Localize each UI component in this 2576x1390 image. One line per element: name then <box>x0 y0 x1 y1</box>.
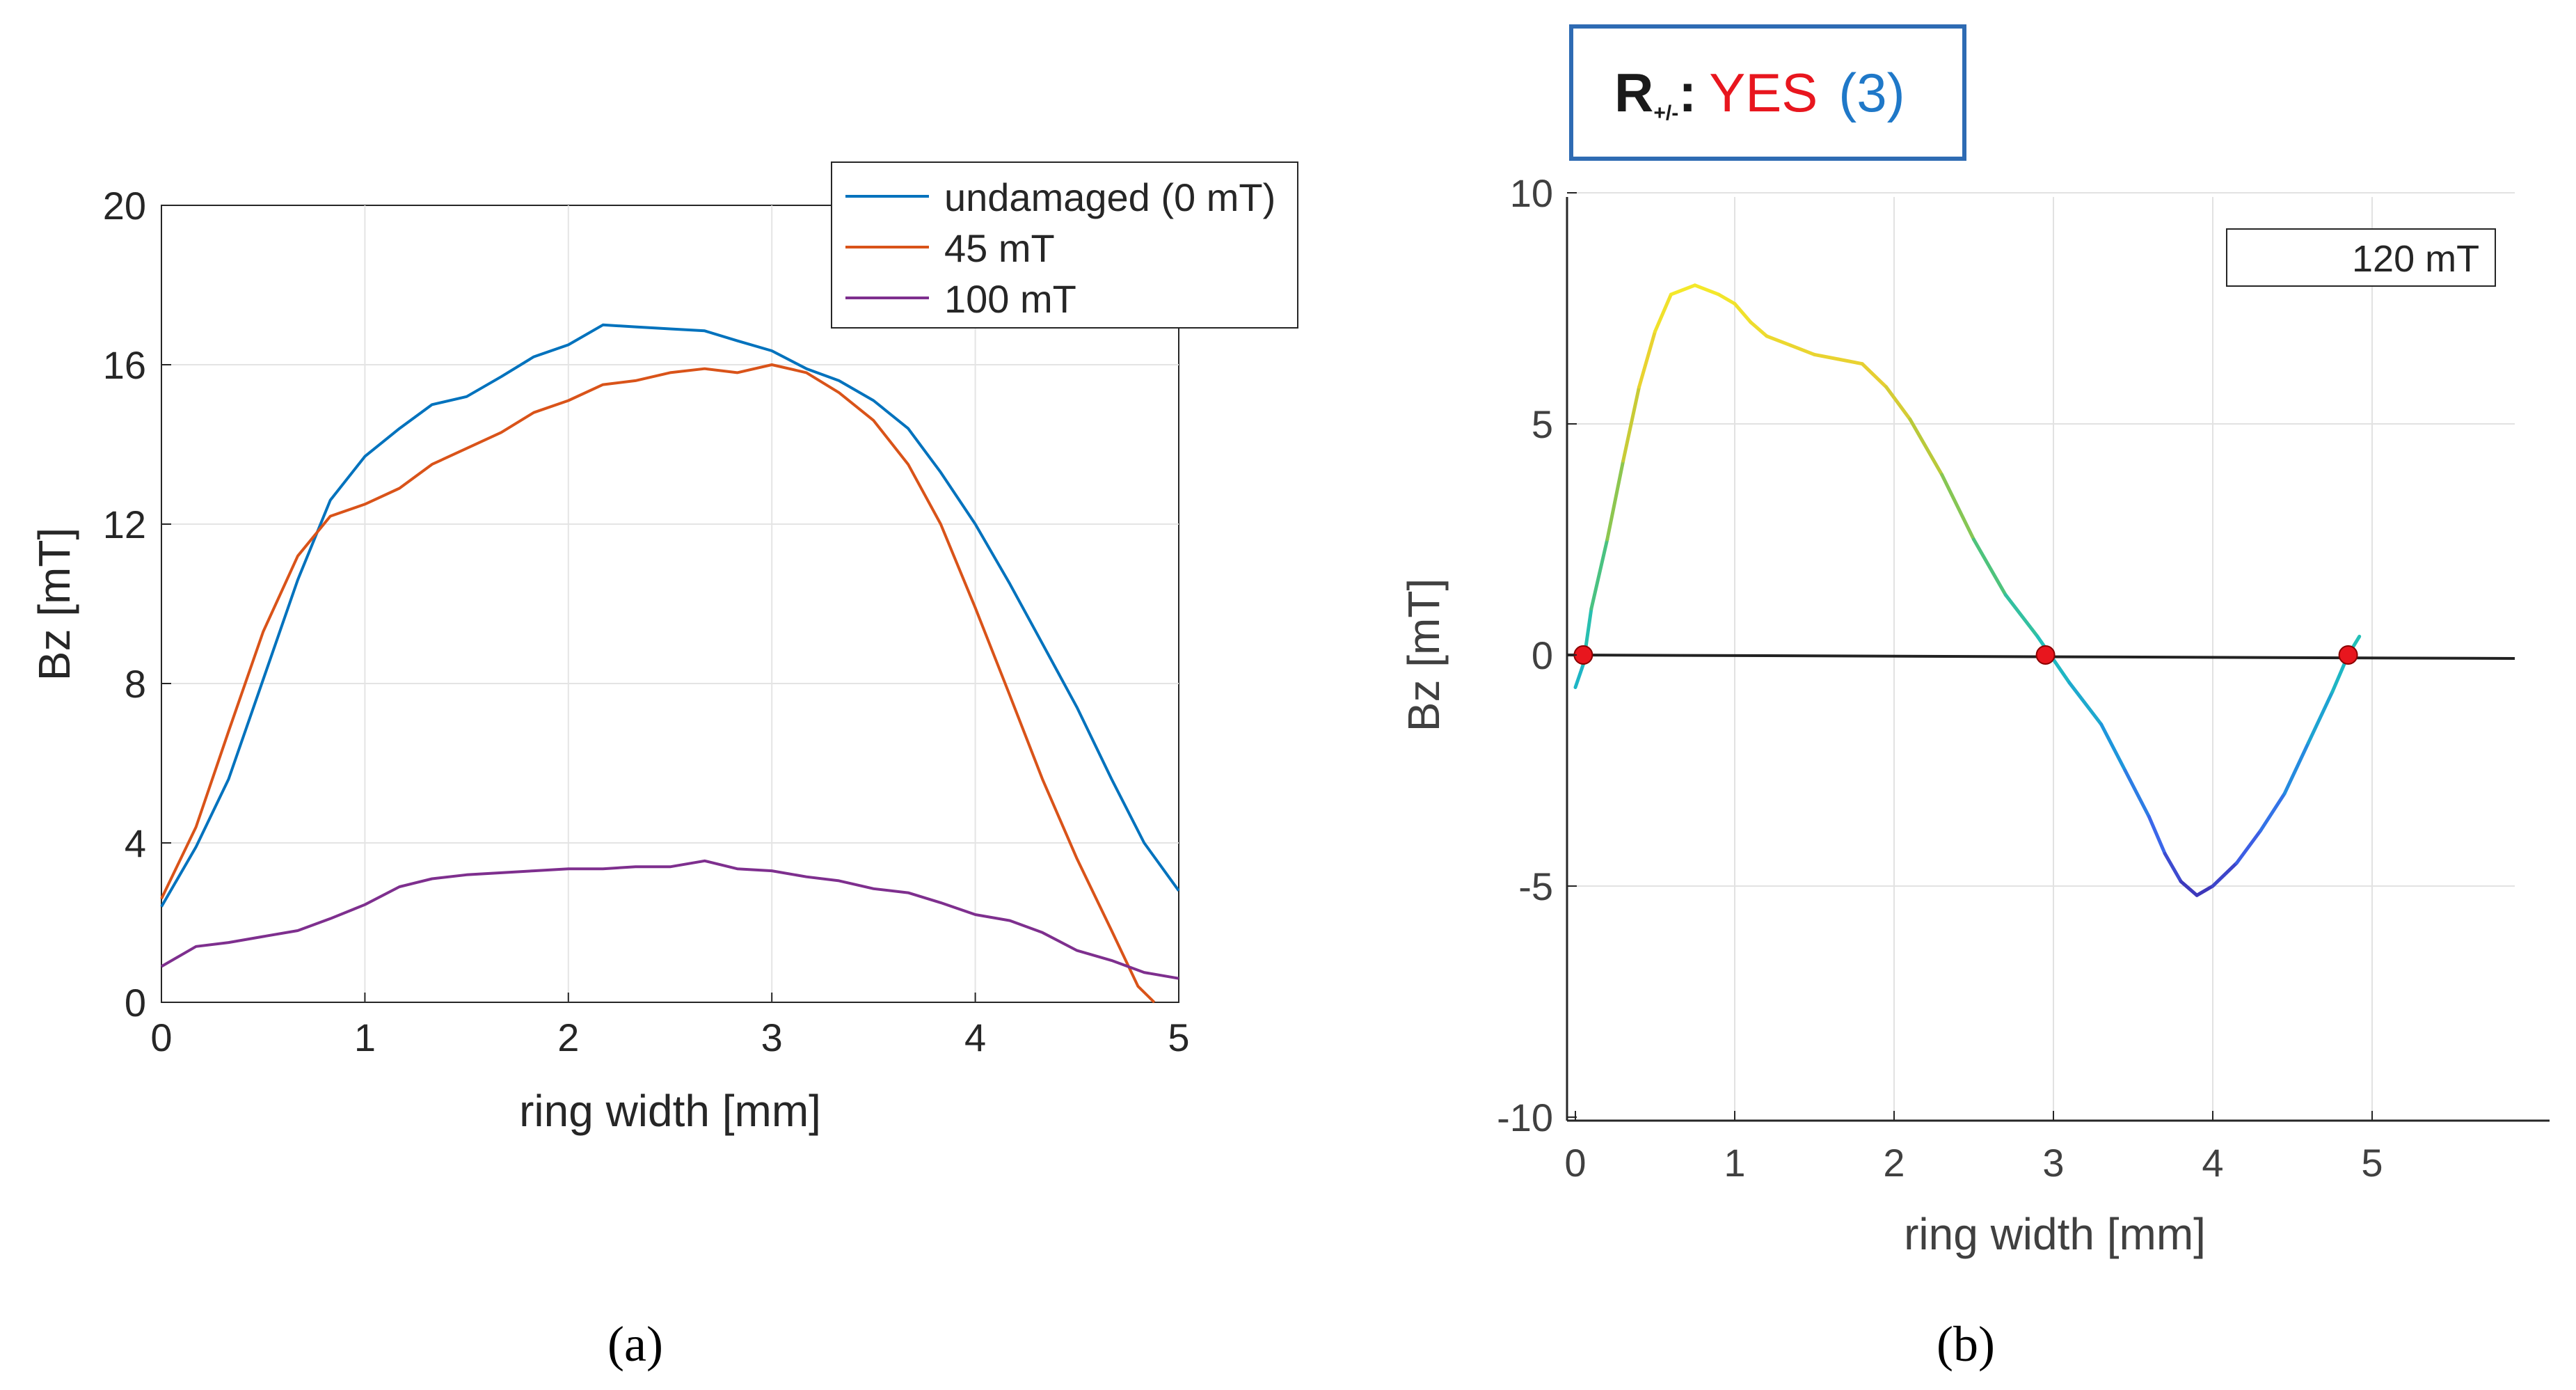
chart-a-xtick-label: 2 <box>557 1016 579 1059</box>
chart-b-series-segment <box>1884 385 1912 421</box>
chart-b-series-segment <box>2195 884 2215 897</box>
chart-b-xtick-label: 4 <box>2202 1141 2223 1185</box>
chart-b-xtick-label: 0 <box>1564 1141 1586 1185</box>
chart-b-zero-crossings <box>1573 645 2358 665</box>
chart-b-series-segment <box>1605 459 1625 542</box>
chart-b-series-segment <box>2211 861 2239 888</box>
result-count: (3) <box>1838 62 1905 123</box>
chart-b-series-segment <box>1765 334 1792 347</box>
caption-a: (a) <box>607 1316 663 1372</box>
chart-b-ytick-label: -5 <box>1518 864 1553 908</box>
chart-a-ytick-label: 8 <box>125 662 146 706</box>
chart-b-series-segment <box>1788 343 1816 356</box>
chart-b-series-segment <box>1653 292 1673 333</box>
chart-b-series-segment <box>1589 537 1609 611</box>
chart-a-ylabel: Bz [mT] <box>29 528 79 681</box>
chart-a-ytick-label: 12 <box>103 503 146 546</box>
chart-a-legend-box <box>831 161 1298 329</box>
chart-a-lines <box>160 323 1180 1004</box>
chart-b-series-segment <box>1669 283 1697 297</box>
chart-b-ytick-label: 5 <box>1532 402 1553 446</box>
chart-b-ytick-label: 0 <box>1532 633 1553 677</box>
caption-b: (b) <box>1937 1316 1995 1372</box>
chart-b-legend: 120 mT <box>2226 228 2496 287</box>
chart-b-series-segment <box>1972 537 2007 597</box>
result-label-subscript: +/- <box>1653 102 1678 125</box>
result-label: R <box>1614 62 1653 123</box>
chart-a-xlabel: ring width [mm] <box>519 1086 821 1136</box>
chart-b-series-segment <box>1813 352 1840 361</box>
chart-a-ytick-label: 4 <box>125 821 146 865</box>
chart-a-ytick-label: 20 <box>103 184 146 228</box>
chart-b-series-segment <box>1717 292 1737 306</box>
chart-b-series-segment <box>2234 828 2263 865</box>
chart-a-plot-area <box>161 205 1179 1003</box>
chart-b-series-segment <box>2067 681 2104 727</box>
chart-b-series-segment <box>2051 658 2072 685</box>
chart-b-series-segment <box>2163 852 2183 883</box>
chart-a-series-line-0 <box>160 323 1180 908</box>
chart-b-series-segment <box>1693 283 1721 297</box>
zero-crossing-point <box>2338 645 2358 665</box>
result-label-colon: : <box>1678 62 1696 123</box>
chart-b-series-segment <box>2099 722 2127 773</box>
chart-b-series-segment <box>1733 301 1753 324</box>
chart-b-series-segment <box>1908 417 1944 477</box>
chart-b-series-segment <box>1836 357 1864 366</box>
chart-a-ytick-label: 0 <box>125 981 146 1025</box>
chart-a-xtick-label: 4 <box>964 1016 986 1059</box>
chart-b-series-segment <box>2123 768 2151 819</box>
zero-crossing-point <box>2035 645 2056 665</box>
chart-a-xtick-label: 0 <box>150 1016 172 1059</box>
chart-b-series-segment <box>2306 690 2335 745</box>
legend-label-45mT: 45 mT <box>944 226 1055 270</box>
chart-b-xlabel: ring width [mm] <box>1904 1209 2206 1259</box>
chart-a-series-line-1 <box>160 363 1156 1004</box>
chart-a-xtick-label: 5 <box>1168 1016 1189 1059</box>
chart-a-xtick-label: 3 <box>761 1016 783 1059</box>
chart-b-series-segment <box>2179 879 2199 897</box>
chart-b-xtick-label: 2 <box>1883 1141 1905 1185</box>
legend-label-120mT: 120 mT <box>2352 238 2479 280</box>
chart-b-ytick-label: 10 <box>1510 171 1553 215</box>
chart-a-xtick-label: 1 <box>354 1016 376 1059</box>
chart-b-xtick-label: 5 <box>2361 1141 2383 1185</box>
chart-b-series-segment <box>1621 385 1641 463</box>
result-annotation: R+/-: YES (3) <box>1569 24 1966 161</box>
result-answer: YES <box>1709 62 1818 123</box>
chart-b-series-segment <box>1749 320 1769 338</box>
chart-b-ticks: 0 1 2 3 4 5 10 5 0 -5 -10 <box>1497 171 2383 1185</box>
chart-a-ytick-label: 16 <box>103 343 146 387</box>
chart-b-series-segment <box>2147 814 2167 855</box>
caption-b-text: (b) <box>1937 1316 1995 1372</box>
chart-b-xtick-label: 3 <box>2042 1141 2064 1185</box>
legend-label-undamaged: undamaged (0 mT) <box>944 175 1275 219</box>
chart-b-series-segment <box>1573 662 1585 689</box>
result-annotation-box <box>1569 24 1966 161</box>
chart-b-series-segment <box>1860 362 1889 389</box>
caption-a-text: (a) <box>607 1316 663 1372</box>
legend-label-100mT: 100 mT <box>944 277 1076 321</box>
chart-b-ylabel: Bz [mT] <box>1399 578 1449 732</box>
chart-b-series-segment <box>1637 329 1657 389</box>
chart-a-series-line-2 <box>160 859 1179 980</box>
chart-b-series-segment <box>1940 473 1975 542</box>
chart-b-series-segment <box>2282 741 2310 796</box>
zero-crossing-point <box>1573 645 1593 665</box>
result-annotation-text: R+/-: YES (3) <box>1614 62 1905 125</box>
chart-a-legend: undamaged (0 mT) 45 mT 100 mT <box>831 161 1298 329</box>
chart-b-lines <box>1573 283 2362 897</box>
chart-b-ytick-label: -10 <box>1497 1096 1553 1139</box>
chart-b-xtick-label: 1 <box>1724 1141 1745 1185</box>
chart-b-series-segment <box>2259 791 2287 832</box>
chart-b-series-segment <box>2003 593 2040 638</box>
